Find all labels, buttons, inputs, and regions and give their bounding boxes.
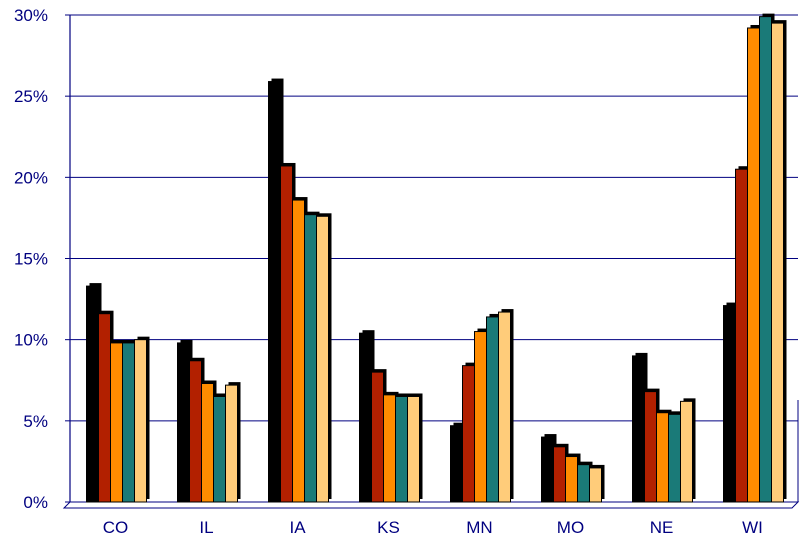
bar-ia-5 [316,215,329,503]
bar-co-2 [98,313,111,503]
y-tick-label: 15% [14,250,48,269]
x-tick-label: MO [557,518,584,537]
x-tick-label: NE [650,518,674,537]
y-tick-label: 20% [14,168,48,187]
bar-co-3 [110,342,123,503]
chart-floor [62,501,800,509]
y-tick-label: 5% [23,412,48,431]
bar-mo-5 [589,467,602,503]
bar-il-5 [225,384,238,503]
bar-ks-3 [383,394,396,503]
bar-mo-1 [541,436,554,503]
bar-wi-4 [759,16,772,503]
bar-mn-1 [450,425,463,503]
bar-ia-2 [280,165,293,503]
bar-ne-4 [668,413,681,503]
bar-co-5 [134,339,147,503]
bar-ne-2 [644,391,657,503]
bar-ks-2 [371,371,384,503]
bar-il-1 [177,342,190,503]
y-tick-label: 0% [23,493,48,512]
bar-wi-1 [723,305,736,503]
bar-ne-1 [632,355,645,503]
bar-ne-3 [656,412,669,503]
bar-mn-2 [462,365,475,503]
bar-ks-4 [395,395,408,503]
x-tick-label: CO [103,518,129,537]
bar-il-2 [189,360,202,503]
x-tick-label: KS [377,518,400,537]
bar-ia-3 [292,199,305,503]
bar-ne-5 [680,400,693,503]
x-tick-label: IL [199,518,213,537]
y-tick-labels: 0% 5% 10% 15% 20% 25% 30% [14,6,48,512]
x-tick-label: IA [289,518,306,537]
x-tick-label: MN [466,518,492,537]
x-tick-label: WI [742,518,763,537]
bar-ks-5 [407,395,420,503]
bar-ks-1 [359,332,372,503]
y-tick-label: 10% [14,331,48,350]
bar-wi-3 [747,27,760,503]
bar-wi-2 [735,168,748,503]
bar-co-1 [86,285,99,503]
bar-mn-4 [486,316,499,503]
bar-mo-4 [577,464,590,503]
bar-il-4 [213,395,226,503]
bar-wi-5 [771,22,784,503]
bar-mn-3 [474,331,487,503]
bar-co-4 [122,342,135,503]
axes [62,14,800,509]
bar-ia-1 [268,81,281,503]
bar-mo-2 [553,446,566,503]
bar-il-3 [201,382,214,503]
y-tick-label: 30% [14,6,48,25]
bar-mn-5 [498,311,511,503]
x-tick-labels: CO IL IA KS MN MO NE WI [103,518,763,537]
y-tick-label: 25% [14,87,48,106]
bar-mo-3 [565,456,578,503]
bars [86,13,787,503]
bar-ia-4 [304,214,317,503]
